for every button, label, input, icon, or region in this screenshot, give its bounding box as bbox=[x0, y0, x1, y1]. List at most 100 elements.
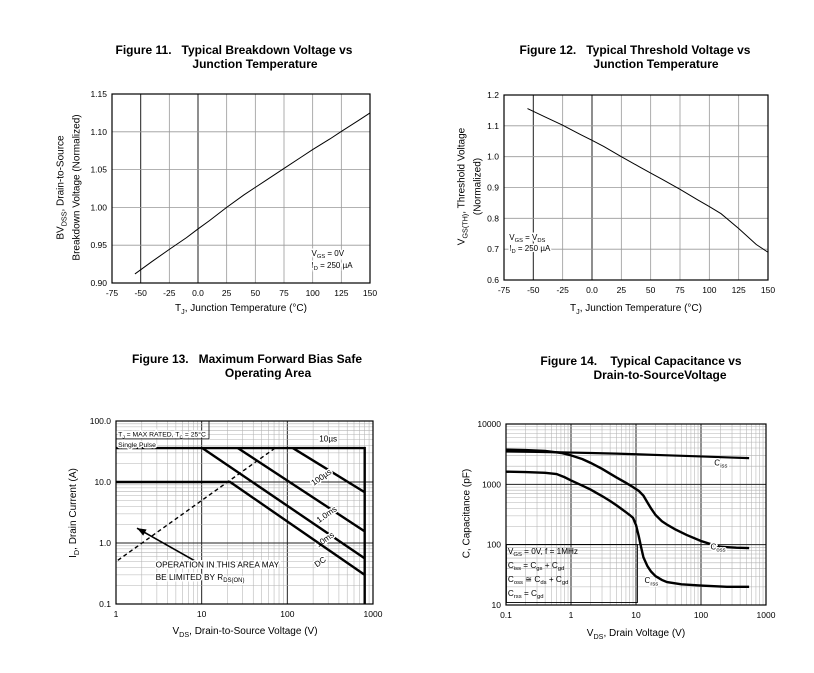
series-coss bbox=[505, 448, 750, 550]
threshold-voltage-vs-temperature-border bbox=[503, 94, 769, 281]
capacitance-vs-drain-voltage-border bbox=[505, 423, 767, 606]
threshold-voltage-vs-temperature-tick-labels: -75 -50 -25 0.0 25 50 75 100 125 150 1.2 1.1 1.0 0.9 0… bbox=[487, 90, 775, 295]
svg-text:100: 100 bbox=[306, 288, 320, 298]
svg-text:1: 1 bbox=[569, 610, 574, 620]
svg-text:1.2: 1.2 bbox=[487, 90, 499, 100]
svg-text:10: 10 bbox=[631, 610, 641, 620]
svg-text:150: 150 bbox=[363, 288, 377, 298]
forward-bias-safe-operating-area-border bbox=[115, 420, 374, 605]
svg-text:1.1: 1.1 bbox=[487, 121, 499, 131]
svg-text:0.90: 0.90 bbox=[90, 278, 107, 288]
breakdown-voltage-vs-temperature-grid bbox=[112, 94, 370, 283]
svg-text:BE LIMITED BY RDS(ON): BE LIMITED BY RDS(ON) bbox=[156, 572, 245, 584]
capacitance-vs-drain-voltage-tick-labels: 0.1 1 10 100 1000 10000 1000 100 10 bbox=[477, 419, 775, 620]
svg-text:Single Pulse: Single Pulse bbox=[118, 442, 156, 449]
svg-text:100: 100 bbox=[280, 609, 294, 619]
svg-text:125: 125 bbox=[334, 288, 348, 298]
svg-text:VGS = VDS: VGS = VDS bbox=[509, 233, 545, 244]
svg-text:0.1: 0.1 bbox=[99, 599, 111, 609]
svg-text:1.05: 1.05 bbox=[90, 165, 107, 175]
threshold-voltage-vs-temperature-series bbox=[527, 108, 769, 253]
forward-bias-safe-operating-area-annotation-1: OPERATION IN THIS AREA MAY BE LIMITED BY … bbox=[154, 558, 281, 586]
figure-13-title-line2: Operating Area bbox=[224, 366, 312, 380]
svg-text:100: 100 bbox=[694, 610, 708, 620]
svg-text:0.95: 0.95 bbox=[90, 240, 107, 250]
series-rdson-limit-line bbox=[117, 447, 276, 561]
figure-14-x-axis-label: VDS, Drain Voltage (V) bbox=[586, 628, 686, 641]
svg-text:1000: 1000 bbox=[482, 479, 501, 489]
svg-text:1000: 1000 bbox=[757, 610, 776, 620]
breakdown-voltage-vs-temperature-border bbox=[111, 93, 371, 284]
svg-text:100.0: 100.0 bbox=[90, 416, 112, 426]
series-pulse-100us bbox=[292, 447, 366, 494]
svg-text:25: 25 bbox=[617, 285, 627, 295]
series-vgsth-normalized bbox=[527, 108, 769, 253]
forward-bias-safe-operating-area-grid bbox=[116, 421, 373, 604]
svg-text:0.1: 0.1 bbox=[500, 610, 512, 620]
figure-11-title-line1: Figure 11. Typical Breakdown Voltage vs bbox=[115, 43, 353, 57]
svg-text:100: 100 bbox=[702, 285, 716, 295]
figure-14-title: Figure 14. Typical Capacitance vs Drain-… bbox=[461, 354, 814, 382]
figure-14-title-line1: Figure 14. Typical Capacitance vs bbox=[540, 354, 742, 368]
figure-12-title-line2: Junction Temperature bbox=[593, 57, 719, 71]
svg-text:0.9: 0.9 bbox=[487, 183, 499, 193]
svg-text:1000: 1000 bbox=[364, 609, 383, 619]
svg-text:OPERATION IN THIS AREA MAY: OPERATION IN THIS AREA MAY bbox=[156, 559, 280, 569]
svg-text:10: 10 bbox=[197, 609, 207, 619]
forward-bias-safe-operating-area-annotation-0: TJ = MAX RATED, TC = 25°C Single Pulse bbox=[116, 421, 210, 450]
figure-13-x-axis-label: VDS, Drain-to-Source Voltage (V) bbox=[172, 626, 318, 639]
svg-text:ID = 250 µA: ID = 250 µA bbox=[509, 244, 551, 255]
svg-text:75: 75 bbox=[675, 285, 685, 295]
svg-text:50: 50 bbox=[251, 288, 261, 298]
svg-text:75: 75 bbox=[279, 288, 289, 298]
svg-text:150: 150 bbox=[761, 285, 775, 295]
series-rdson-area-arrow bbox=[136, 527, 205, 567]
svg-text:Crss = Cgd: Crss = Cgd bbox=[508, 589, 544, 600]
svg-text:0.8: 0.8 bbox=[487, 213, 499, 223]
svg-text:VGS = 0V, f = 1MHz: VGS = 0V, f = 1MHz bbox=[508, 547, 578, 558]
figure-13-title: Figure 13. Maximum Forward Bias Safe Ope… bbox=[67, 352, 427, 380]
svg-text:0.6: 0.6 bbox=[487, 275, 499, 285]
svg-text:TJ = MAX RATED, TC = 25°C: TJ = MAX RATED, TC = 25°C bbox=[118, 430, 206, 440]
svg-text:10.0: 10.0 bbox=[94, 477, 111, 487]
capacitance-vs-drain-voltage-annotation-0: VGS = 0V, f = 1MHz Ciss = Cgs + Cgd Coss ≅… bbox=[505, 544, 638, 603]
svg-text:1.15: 1.15 bbox=[90, 89, 107, 99]
series-ciss bbox=[505, 450, 750, 460]
forward-bias-safe-operating-area-tick-labels: 1 10 100 1000 100.0 10.0 1.0 0.1 bbox=[90, 416, 383, 619]
series-crss bbox=[505, 470, 750, 589]
series-pulse-10us bbox=[116, 446, 366, 604]
svg-text:1.00: 1.00 bbox=[90, 202, 107, 212]
svg-text:1.0: 1.0 bbox=[487, 152, 499, 162]
svg-text:1.0: 1.0 bbox=[99, 538, 111, 548]
figure-12-x-axis-label: TJ, Junction Temperature (°C) bbox=[570, 303, 702, 316]
svg-text:10000: 10000 bbox=[477, 419, 501, 429]
svg-text:50: 50 bbox=[646, 285, 656, 295]
series-pulse-10ms bbox=[201, 447, 366, 560]
svg-text:0.7: 0.7 bbox=[487, 244, 499, 254]
svg-text:100: 100 bbox=[487, 540, 501, 550]
svg-text:10: 10 bbox=[492, 600, 502, 610]
svg-text:1: 1 bbox=[114, 609, 119, 619]
figure-14-plot: Ciss Coss Crss VGS = 0V, f = 1MHz Ciss = Cgs… bbox=[477, 419, 775, 620]
svg-text:Ciss = Cgs + Cgd: Ciss = Cgs + Cgd bbox=[508, 561, 564, 572]
figure-12-title-line1: Figure 12. Typical Threshold Voltage vs bbox=[519, 43, 751, 57]
svg-text:-75: -75 bbox=[498, 285, 511, 295]
series-ciss-label: Ciss bbox=[714, 459, 727, 470]
series-rdson-area-arrow-arrowhead bbox=[137, 528, 147, 536]
capacitance-vs-drain-voltage-series: Ciss Coss Crss bbox=[505, 448, 750, 589]
series-crss-label: Crss bbox=[644, 576, 658, 587]
svg-text:-25: -25 bbox=[163, 288, 176, 298]
figure-12-title: Figure 12. Typical Threshold Voltage vs … bbox=[455, 43, 814, 71]
svg-text:Coss ≅ Cds + Cgd: Coss ≅ Cds + Cgd bbox=[508, 575, 568, 586]
threshold-voltage-vs-temperature-grid bbox=[504, 95, 768, 280]
svg-text:125: 125 bbox=[732, 285, 746, 295]
figure-11-title: Figure 11. Typical Breakdown Voltage vs … bbox=[54, 43, 414, 71]
svg-text:-25: -25 bbox=[557, 285, 570, 295]
svg-text:-75: -75 bbox=[106, 288, 119, 298]
